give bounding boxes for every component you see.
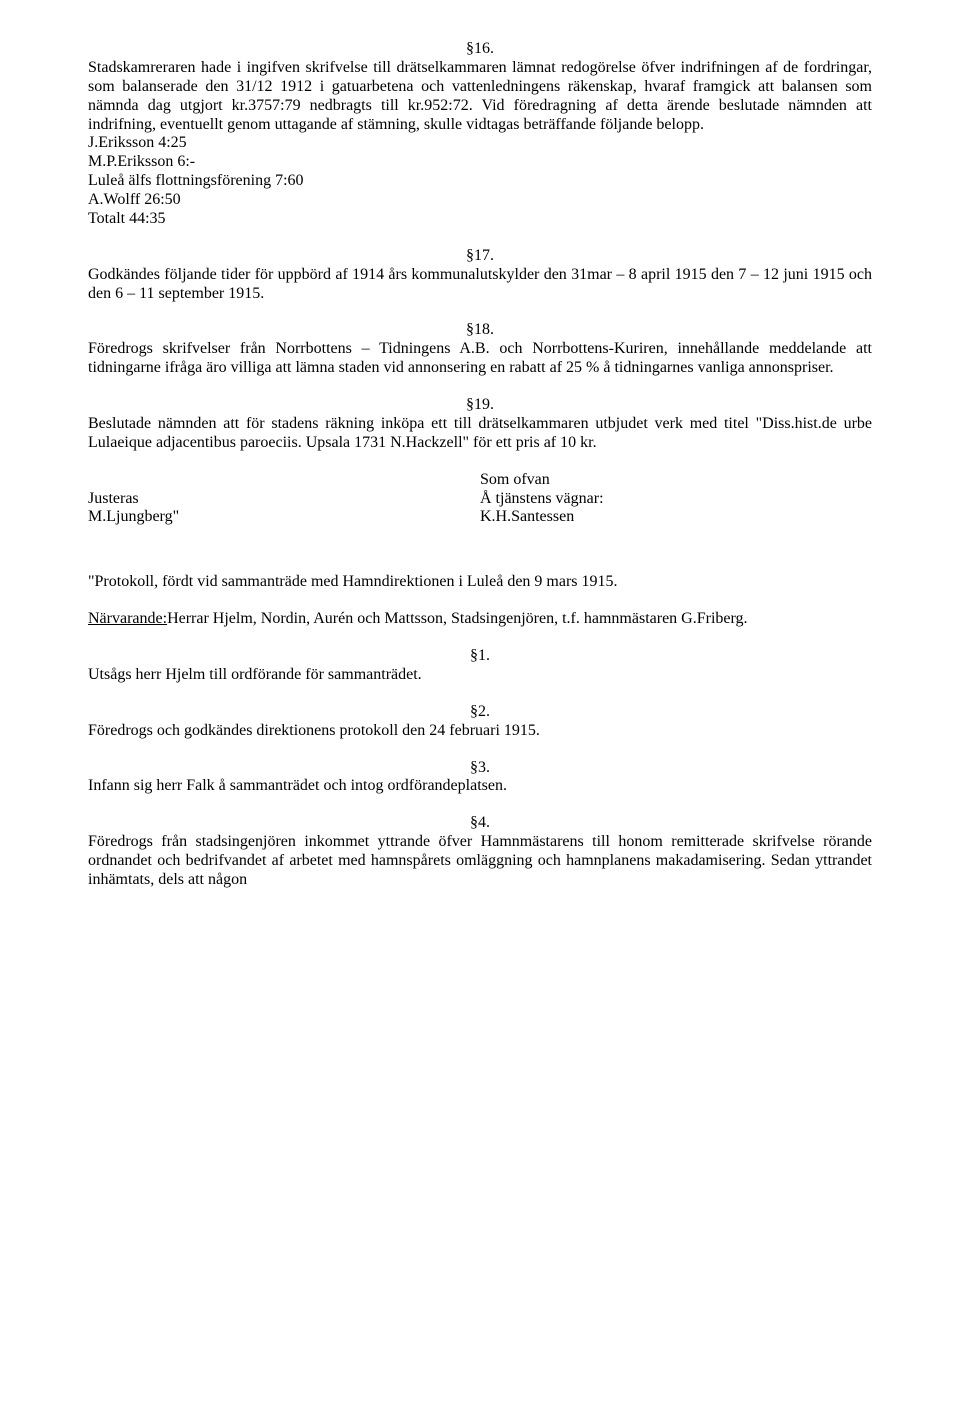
section-16-line-4: A.Wolff 26:50 [88, 191, 872, 210]
signature-right-3: K.H.Santessen [480, 508, 574, 525]
section-16-paragraph: Stadskamreraren hade i ingifven skrifvel… [88, 59, 872, 135]
signature-left-2: M.Ljungberg" [88, 508, 179, 525]
paragraph-2-number: §2. [88, 703, 872, 722]
paragraph-4-text: Föredrogs från stadsingenjören inkommet … [88, 833, 872, 890]
signature-right-2: Å tjänstens vägnar: [480, 490, 604, 507]
section-16-line-2: M.P.Eriksson 6:- [88, 153, 872, 172]
signature-right-1: Som ofvan [480, 471, 550, 488]
attendees-paragraph: Närvarande:Herrar Hjelm, Nordin, Aurén o… [88, 610, 872, 629]
attendees-text: Herrar Hjelm, Nordin, Aurén och Mattsson… [167, 610, 747, 627]
section-17-paragraph: Godkändes följande tider för uppbörd af … [88, 266, 872, 304]
paragraph-1-text: Utsågs herr Hjelm till ordförande för sa… [88, 666, 872, 685]
section-17-number: §17. [88, 247, 872, 266]
section-19-number: §19. [88, 396, 872, 415]
section-16-line-5: Totalt 44:35 [88, 210, 872, 229]
paragraph-4-number: §4. [88, 814, 872, 833]
paragraph-2-text: Föredrogs och godkändes direktionens pro… [88, 722, 872, 741]
protocol-title: "Protokoll, fördt vid sammanträde med Ha… [88, 573, 872, 592]
section-16-number: §16. [88, 40, 872, 59]
attendees-label: Närvarande: [88, 610, 167, 627]
paragraph-3-text: Infann sig herr Falk å sammanträdet och … [88, 777, 872, 796]
signature-row-3: M.Ljungberg" K.H.Santessen [88, 508, 872, 527]
document-page: §16. Stadskamreraren hade i ingifven skr… [0, 0, 960, 1426]
section-16-line-1: J.Eriksson 4:25 [88, 134, 872, 153]
paragraph-1-number: §1. [88, 647, 872, 666]
signature-left-1: Justeras [88, 490, 139, 507]
section-18-number: §18. [88, 321, 872, 340]
signature-row-2: Justeras Å tjänstens vägnar: [88, 490, 872, 509]
section-18-paragraph: Föredrogs skrifvelser från Norrbottens –… [88, 340, 872, 378]
paragraph-3-number: §3. [88, 759, 872, 778]
section-16-line-3: Luleå älfs flottningsförening 7:60 [88, 172, 872, 191]
signature-row-1: Som ofvan [88, 471, 872, 490]
section-19-paragraph: Beslutade nämnden att för stadens räknin… [88, 415, 872, 453]
